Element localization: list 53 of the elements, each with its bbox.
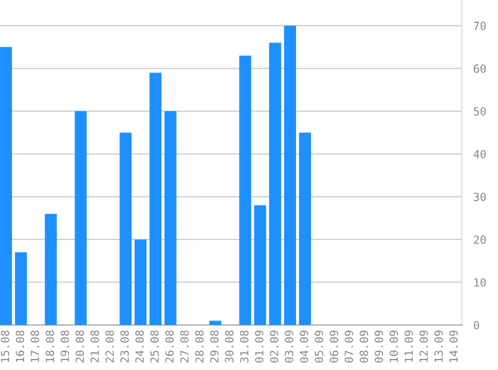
x-tick-label: 16.08 <box>16 330 24 362</box>
bar <box>164 111 176 325</box>
x-tick-label: 25.08 <box>150 330 159 362</box>
y-tick-label: 60 <box>474 64 486 73</box>
x-tick-label: 15.08 <box>0 330 10 362</box>
x-tick-label: 22.08 <box>105 330 114 362</box>
x-tick-label: 26.08 <box>165 330 174 362</box>
bar <box>120 132 132 325</box>
y-tick-label: 20 <box>474 235 486 244</box>
x-tick-label: 02.09 <box>270 330 278 363</box>
x-tick-label: 31.08 <box>240 330 248 363</box>
x-tick-label: 20.08 <box>76 330 84 362</box>
x-tick-label: 27.08 <box>180 330 189 362</box>
x-tick-label: 18.08 <box>46 330 54 362</box>
x-tick-label: 30.08 <box>225 330 234 363</box>
bar <box>299 132 311 325</box>
x-tick-label: 05.09 <box>314 330 324 363</box>
x-tick-label: 14.09 <box>449 330 458 362</box>
y-tick-label: 10 <box>474 278 486 287</box>
x-tick-label: 06.09 <box>330 330 338 363</box>
y-tick-label: 0 <box>474 321 480 330</box>
bar <box>254 205 266 325</box>
y-tick-label: 70 <box>474 22 486 30</box>
x-tick-label: 21.08 <box>90 330 99 362</box>
bar <box>0 47 12 325</box>
bar <box>150 72 162 325</box>
x-tick-label: 04.09 <box>300 330 308 363</box>
x-tick-label: 17.08 <box>30 330 40 362</box>
bar <box>284 26 296 325</box>
x-tick-label: 13.09 <box>434 330 443 362</box>
bar <box>209 320 222 325</box>
x-tick-label: 11.09 <box>404 330 413 362</box>
x-tick-label: 03.09 <box>284 330 294 363</box>
x-tick-label: 08.09 <box>360 330 368 363</box>
x-tick-label: 01.09 <box>255 330 264 363</box>
x-tick-label: 19.08 <box>60 330 70 362</box>
y-tick-label: 40 <box>474 150 486 158</box>
y-tick-label: 30 <box>474 192 486 202</box>
y-tick-label: 50 <box>474 107 486 116</box>
x-tick-label: 23.08 <box>120 330 129 362</box>
bar <box>239 56 252 325</box>
x-tick-label: 28.08 <box>195 330 204 362</box>
x-tick-label: 09.09 <box>374 330 384 363</box>
x-tick-label: 07.09 <box>344 330 354 363</box>
x-tick-label: 10.09 <box>390 330 398 362</box>
x-tick-label: 29.08 <box>210 330 219 362</box>
x-tick-label: 12.09 <box>419 330 428 362</box>
bar <box>44 214 57 325</box>
bar <box>134 239 147 325</box>
bar <box>269 42 282 325</box>
bar <box>14 252 27 325</box>
x-tick-label: 24.08 <box>135 330 144 362</box>
bar <box>74 111 87 325</box>
